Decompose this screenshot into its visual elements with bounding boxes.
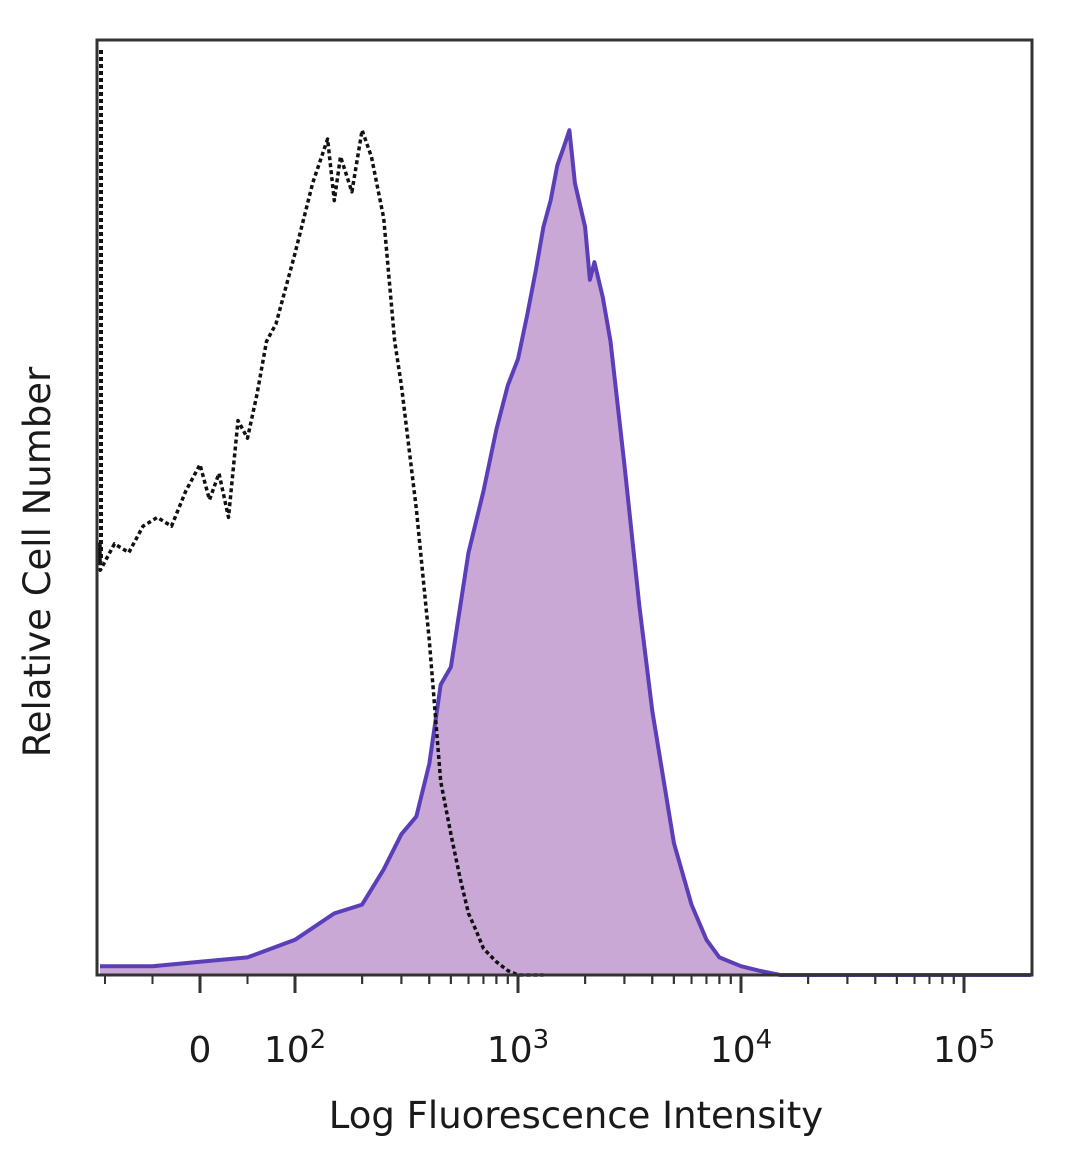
x-tick-label: 104 bbox=[710, 1025, 772, 1071]
x-tick-label: 105 bbox=[933, 1025, 995, 1071]
x-tick-label: 0 bbox=[189, 1030, 212, 1071]
plot-area bbox=[98, 50, 1032, 977]
x-axis-ticks bbox=[104, 975, 966, 993]
control-histogram-line bbox=[98, 128, 544, 977]
x-axis-tick-labels: 0 102 103 104 105 bbox=[189, 1025, 996, 1071]
plot-frame bbox=[95, 38, 1034, 977]
x-tick-label: 103 bbox=[487, 1025, 549, 1071]
y-axis-title: Relative Cell Number bbox=[16, 366, 59, 757]
x-tick-label: 102 bbox=[264, 1025, 326, 1071]
stained-histogram-line bbox=[100, 128, 1032, 977]
stained-histogram-fill bbox=[100, 130, 1032, 975]
x-axis-title: Log Fluorescence Intensity bbox=[329, 1094, 823, 1137]
